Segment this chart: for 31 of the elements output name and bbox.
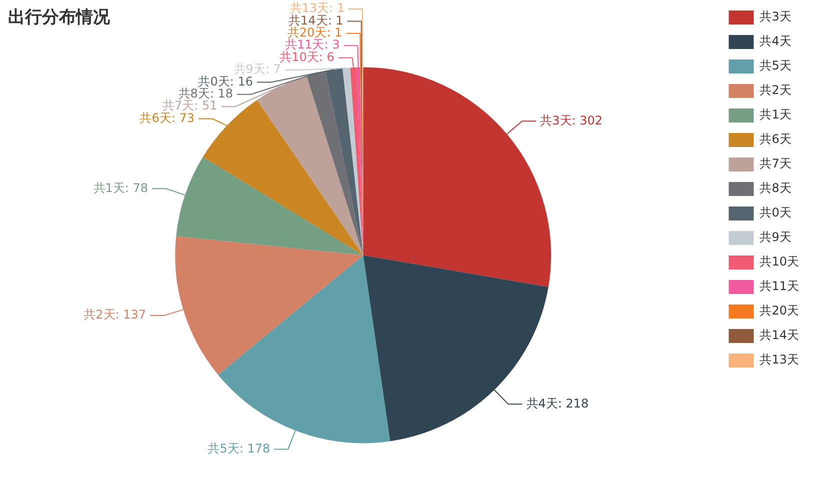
data-label: 共5天: 178 [208, 441, 270, 456]
legend-label: 共14天 [760, 328, 800, 342]
data-label: 共8天: 18 [178, 86, 234, 101]
data-label: 共3天: 302 [540, 113, 603, 128]
legend-label: 共9天 [760, 230, 792, 244]
legend-label: 共2天 [760, 83, 792, 98]
legend-label: 共3天 [760, 10, 792, 24]
legend-label: 共8天 [760, 181, 792, 196]
legend-label: 共20天 [760, 304, 800, 318]
data-label: 共0天: 16 [198, 74, 253, 88]
legend-label: 共1天 [760, 108, 792, 122]
data-label: 共4天: 218 [526, 396, 589, 410]
legend-label: 共13天 [760, 352, 800, 367]
legend-label: 共0天 [760, 206, 792, 220]
legend-label: 共11天 [760, 279, 800, 294]
data-label: 共9天: 7 [234, 62, 281, 76]
data-label: 共6天: 73 [140, 110, 194, 125]
legend-label: 共10天 [760, 254, 800, 269]
data-label: 共1天: 78 [93, 180, 148, 195]
data-label: 共11天: 3 [284, 38, 340, 52]
data-label: 共7天: 51 [162, 98, 218, 113]
legend-label: 共5天 [760, 58, 792, 73]
chart-title: 出行分布情况 [8, 8, 111, 28]
data-label: 共20天: 1 [287, 26, 342, 40]
data-label: 共13天: 1 [290, 1, 345, 16]
data-label: 共14天: 1 [288, 13, 344, 28]
legend-label: 共7天 [760, 156, 792, 171]
data-label: 共10天: 6 [280, 50, 334, 64]
legend-label: 共4天 [760, 34, 792, 48]
legend-label: 共6天 [760, 132, 792, 146]
data-label: 共2天: 137 [84, 308, 146, 322]
